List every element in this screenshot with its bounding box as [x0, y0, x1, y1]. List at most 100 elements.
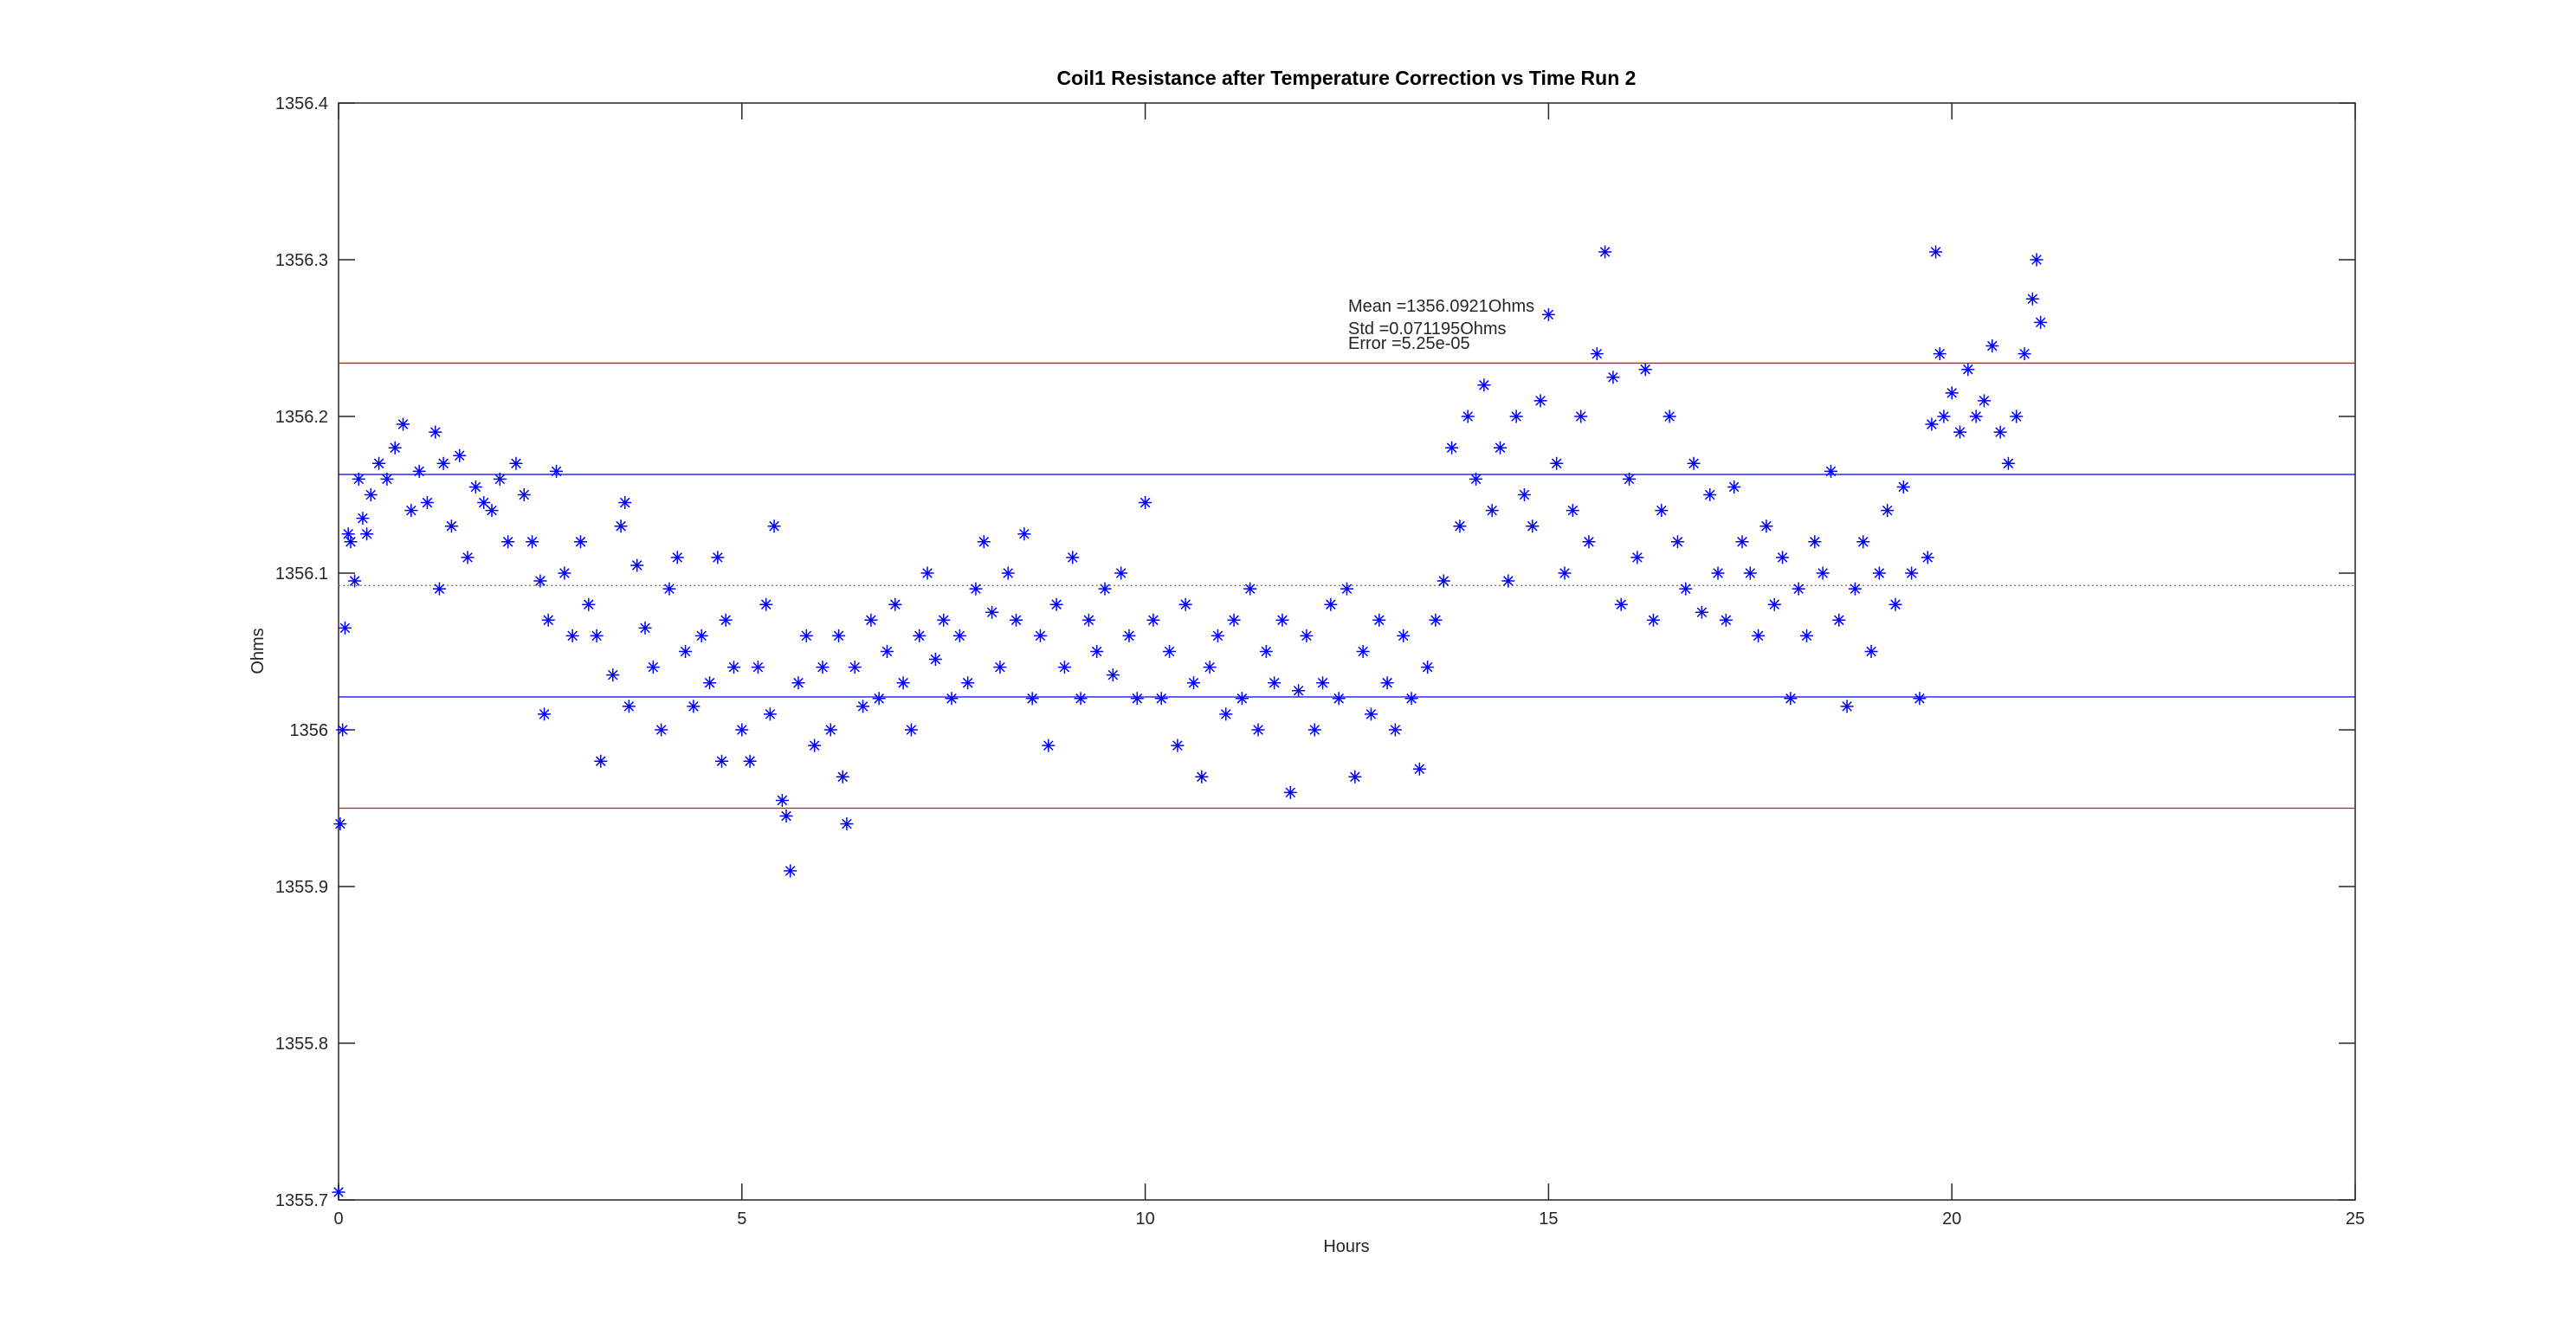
data-point: [1929, 245, 1943, 259]
data-point: [1494, 441, 1507, 455]
x-tick-label: 20: [1942, 1209, 1961, 1229]
data-point: [1461, 410, 1475, 423]
data-point: [517, 488, 531, 501]
data-point: [1752, 629, 1766, 642]
data-point: [493, 472, 507, 486]
data-point: [1977, 394, 1991, 408]
data-point: [352, 472, 365, 486]
data-point: [1017, 527, 1031, 541]
data-point: [444, 519, 458, 533]
data-point: [1541, 307, 1555, 321]
data-point: [1856, 535, 1870, 549]
y-tick-label: 1356.2: [275, 408, 328, 427]
data-point: [1670, 535, 1684, 549]
data-point: [573, 535, 587, 549]
data-point: [1316, 676, 1330, 690]
data-point: [565, 629, 579, 642]
data-point: [1057, 661, 1071, 674]
data-point: [1824, 464, 1837, 478]
data-point: [1348, 770, 1362, 784]
data-point: [1759, 519, 1773, 533]
data-point: [1098, 582, 1112, 596]
data-point: [380, 472, 394, 486]
data-point: [1139, 496, 1152, 510]
data-point: [429, 425, 442, 439]
y-tick-label: 1356.1: [275, 564, 328, 584]
data-point: [763, 707, 777, 721]
data-point: [751, 661, 765, 674]
data-point: [1647, 613, 1661, 627]
data-point: [703, 676, 717, 690]
data-point: [1163, 645, 1177, 658]
data-point: [1582, 535, 1596, 549]
data-point: [952, 629, 966, 642]
data-point: [1445, 441, 1459, 455]
data-point: [344, 535, 358, 549]
data-point: [687, 700, 700, 713]
data-point: [1412, 762, 1426, 776]
data-point: [1010, 613, 1023, 627]
data-point: [1300, 629, 1314, 642]
data-point: [872, 692, 886, 706]
data-point: [1154, 692, 1168, 706]
data-point: [928, 653, 942, 667]
data-point: [775, 793, 789, 807]
data-point: [784, 864, 797, 878]
data-point: [526, 535, 539, 549]
data-point: [1307, 723, 1321, 737]
data-point: [1074, 692, 1088, 706]
data-point: [1404, 692, 1418, 706]
data-point: [1711, 566, 1725, 580]
data-point: [1614, 597, 1628, 611]
data-point: [348, 574, 362, 588]
data-point: [468, 480, 482, 493]
data-point: [726, 661, 740, 674]
data-point: [1905, 566, 1919, 580]
data-point: [1832, 613, 1846, 627]
data-point: [432, 582, 446, 596]
data-point: [1203, 661, 1217, 674]
data-point: [1961, 363, 1975, 377]
data-point: [1767, 597, 1781, 611]
data-point: [2010, 410, 2024, 423]
data-point: [655, 723, 668, 737]
data-point: [1848, 582, 1862, 596]
data-point: [1243, 582, 1257, 596]
data-point: [1840, 700, 1854, 713]
data-point: [1630, 551, 1644, 564]
data-point: [541, 613, 555, 627]
data-point: [1655, 504, 1669, 518]
data-point: [501, 535, 515, 549]
data-point: [836, 770, 849, 784]
data-point: [582, 597, 596, 611]
data-point: [1178, 597, 1192, 611]
data-point: [896, 676, 910, 690]
data-point: [1501, 574, 1515, 588]
data-point: [1808, 535, 1822, 549]
data-point: [1340, 582, 1353, 596]
annotation: Error =5.25e-05: [1348, 334, 1470, 353]
data-point: [614, 519, 628, 533]
data-point: [1695, 605, 1708, 619]
data-point: [1925, 417, 1939, 431]
x-tick-label: 25: [2346, 1209, 2365, 1229]
data-point: [1743, 566, 1757, 580]
data-point: [1049, 597, 1063, 611]
data-point: [1816, 566, 1830, 580]
data-point: [509, 456, 523, 470]
x-tick-label: 0: [333, 1209, 343, 1229]
data-point: [1888, 597, 1902, 611]
data-point: [646, 661, 660, 674]
data-point: [1719, 613, 1733, 627]
data-point: [1913, 692, 1927, 706]
data-point: [969, 582, 983, 596]
data-point: [1380, 676, 1394, 690]
data-point: [397, 417, 410, 431]
data-point: [904, 723, 918, 737]
data-point: [538, 707, 552, 721]
data-point: [1881, 504, 1895, 518]
chart-title: Coil1 Resistance after Temperature Corre…: [1057, 67, 1637, 89]
data-point: [735, 723, 749, 737]
data-point: [1945, 386, 1959, 400]
